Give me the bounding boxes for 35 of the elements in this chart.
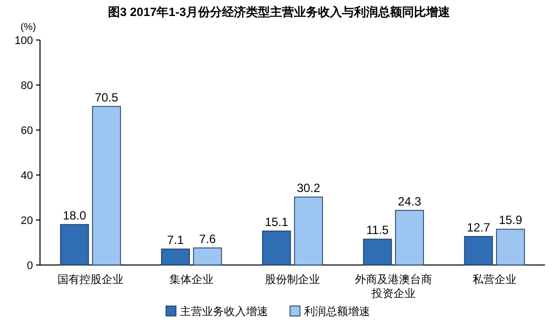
bar (92, 106, 121, 266)
legend-label: 主营业务收入增速 (180, 305, 268, 318)
legend-label: 利润总额增速 (304, 305, 370, 318)
bar (395, 210, 424, 266)
bar (294, 196, 323, 266)
y-axis-title: (%) (20, 22, 36, 33)
x-tick-label: 股份制企业 (265, 273, 320, 286)
y-tick-label: 80 (20, 80, 33, 92)
x-tick-label: 集体企业 (170, 273, 214, 286)
y-tick-label: 20 (20, 215, 33, 227)
chart-title: 图3 2017年1-3月份分经济类型主营业务收入与利润总额同比增速 (108, 5, 452, 19)
bar (60, 224, 89, 266)
data-label: 15.9 (498, 213, 522, 228)
data-label: 24.3 (398, 194, 422, 208)
bar (262, 230, 291, 266)
x-tick-label: 私营企业 (472, 273, 516, 286)
x-tick-label: 外商及港澳台商投资企业 (355, 273, 432, 300)
bar (193, 248, 222, 266)
x-tick-label: 国有控股企业 (58, 273, 124, 286)
data-label: 18.0 (62, 208, 86, 222)
data-label: 11.5 (366, 223, 390, 238)
data-label: 70.5 (94, 90, 118, 104)
y-tick-label: 60 (20, 125, 33, 137)
bar (464, 236, 493, 266)
y-tick-label: 100 (14, 35, 33, 47)
bar (161, 248, 190, 266)
data-label: 7.1 (167, 233, 184, 248)
bar (496, 228, 525, 266)
y-tick-label: 0 (26, 260, 33, 272)
data-label: 12.7 (466, 220, 490, 234)
y-tick-label: 40 (20, 170, 33, 182)
bar (363, 238, 392, 266)
data-label: 15.1 (264, 215, 288, 230)
data-label: 7.6 (199, 232, 216, 246)
data-label: 30.2 (296, 181, 320, 196)
